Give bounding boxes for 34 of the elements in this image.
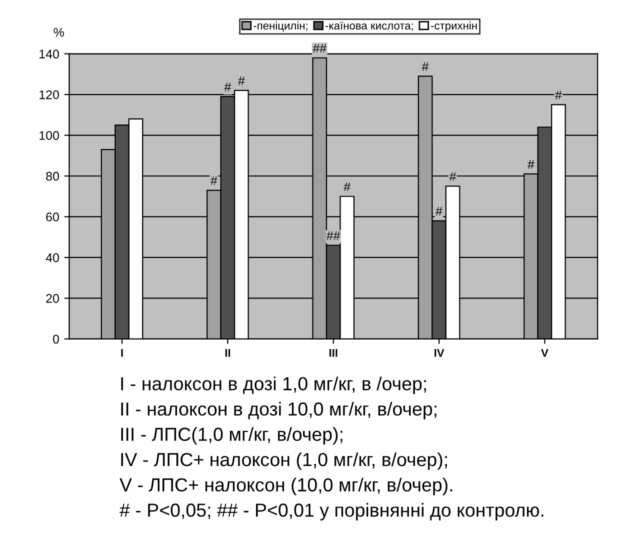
y-tick-label: 0 [53, 334, 59, 344]
legend-label: -каїнова кислота; [326, 22, 413, 31]
x-tick-label: IV [434, 349, 444, 357]
data-label: # [238, 76, 245, 86]
data-label: # [555, 90, 562, 100]
text: III - ЛПС(1,0 мг/кг, в/очер); [121, 427, 342, 445]
y-tick-label: 40 [46, 253, 59, 262]
text: I - налоксон в дозі 1,0 мг/кг, в /очер; [121, 376, 426, 394]
x-tick-label: II [225, 349, 230, 357]
data-label: # [528, 160, 534, 169]
data-label: # [224, 82, 232, 92]
data-label: # [449, 172, 456, 181]
y-tick-label: 80 [46, 172, 59, 181]
legend-label: -стрихнін [431, 21, 477, 32]
data-label: # [436, 206, 442, 216]
data-label: ## [312, 44, 327, 52]
data-label: # [210, 176, 218, 185]
data-label: # [422, 62, 429, 71]
data-label: # [344, 182, 351, 191]
text: II - налоксон в дозі 10,0 мг/кг, в/очер; [121, 402, 436, 420]
x-tick-label: V [541, 349, 548, 357]
y-tick-label: 60 [46, 212, 59, 222]
y-tick-label: 140 [40, 50, 59, 58]
y-tick-label: 100 [40, 131, 59, 140]
data-label: ## [326, 231, 340, 240]
legend-label: -пеніцилін; [254, 21, 308, 32]
x-tick-label: I [121, 349, 123, 357]
text: IV - ЛПС+ налоксон (1,0 мг/кг, в/очер); [121, 452, 447, 470]
text: V - ЛПС+ налоксон (10,0 мг/кг, в/очер). [120, 478, 452, 496]
text: # - P<0,05; ## - P<0,01 у порівнянні до контролю. [120, 503, 544, 521]
y-tick-label: 120 [40, 90, 59, 100]
y-tick-label: 20 [46, 294, 59, 303]
x-tick-label: III [329, 349, 338, 357]
y-axis-title: % [54, 28, 64, 37]
